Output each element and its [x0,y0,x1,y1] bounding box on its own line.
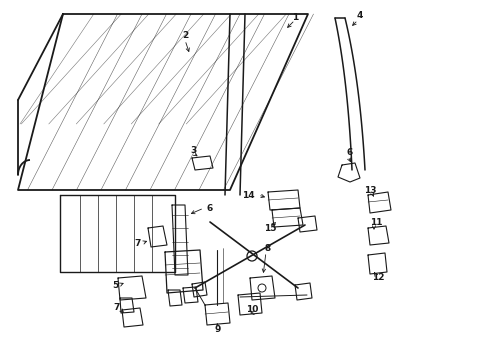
Text: 8: 8 [265,243,271,252]
Text: 4: 4 [357,10,363,19]
Text: 6: 6 [207,203,213,212]
Text: 13: 13 [364,185,376,194]
Text: 7: 7 [114,303,120,312]
Text: 9: 9 [215,325,221,334]
Text: 15: 15 [264,224,276,233]
Text: 10: 10 [246,306,258,315]
Text: 6: 6 [347,148,353,157]
Text: 11: 11 [370,217,382,226]
Text: 12: 12 [372,274,384,283]
Text: 3: 3 [190,145,196,154]
Text: 1: 1 [292,13,298,22]
Text: 5: 5 [112,280,118,289]
Text: 2: 2 [182,31,188,40]
Text: 14: 14 [242,190,254,199]
Text: 7: 7 [135,239,141,248]
